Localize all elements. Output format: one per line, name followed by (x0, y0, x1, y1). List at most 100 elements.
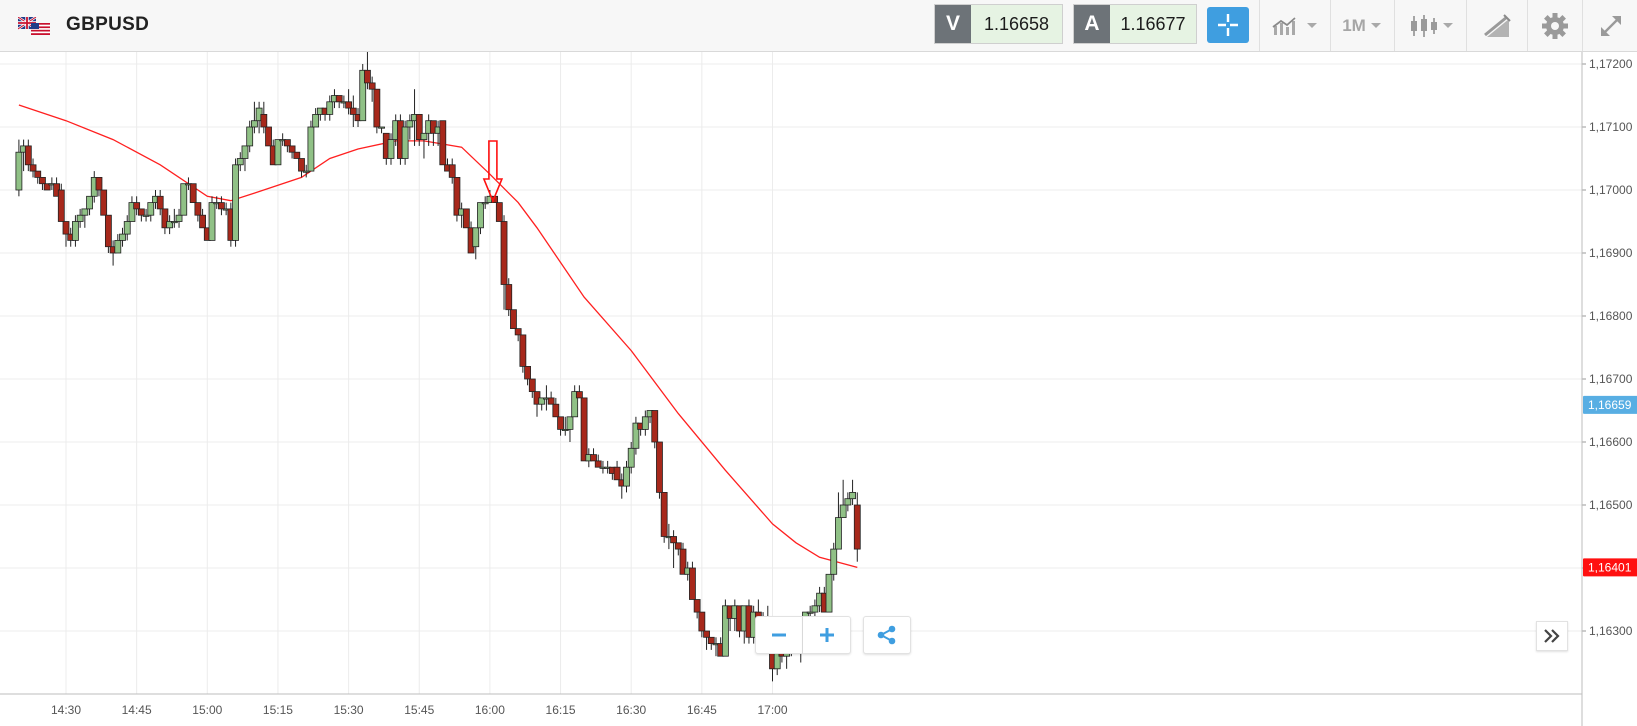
price-tick-label: 1,17200 (1589, 57, 1633, 71)
price-tick-label: 1,16800 (1589, 309, 1633, 323)
candle-body (835, 517, 842, 550)
candle-body (208, 202, 216, 241)
candle-body (180, 183, 188, 216)
candle-bearish (495, 202, 503, 222)
candle-body (656, 441, 663, 493)
candle-bullish (119, 227, 126, 247)
zoom-out-button[interactable] (755, 616, 803, 654)
candle-bearish (43, 183, 51, 191)
candle-body (72, 221, 79, 241)
candle-bearish (656, 441, 663, 499)
scroll-to-latest-button[interactable] (1536, 621, 1568, 651)
zoom-in-button[interactable] (803, 616, 851, 654)
chevron-down-icon (1442, 22, 1453, 28)
sell-quote-button[interactable]: V 1.16658 (934, 4, 1063, 44)
price-chart[interactable]: 14:30 14:45 15:00 15:15 15:30 15:45 16:00 16:15… (0, 52, 1637, 726)
candle-body (830, 548, 838, 575)
candle-body (359, 69, 367, 122)
candle-bullish (627, 442, 635, 474)
candlestick-type-icon (1410, 14, 1437, 37)
candle-body (133, 202, 141, 210)
candle-bullish (15, 139, 23, 197)
candle-bullish (232, 158, 239, 247)
minus-icon (772, 633, 786, 637)
candle-bearish (265, 126, 272, 147)
candle-body (194, 202, 202, 216)
candle-bullish (246, 120, 254, 153)
price-tick-label: 1,16700 (1589, 372, 1633, 386)
time-tick-label: 15:30 (334, 703, 364, 717)
candle-bearish (674, 542, 682, 556)
candle-bearish (505, 278, 513, 316)
candle-body (707, 636, 715, 644)
time-tick-label: 16:30 (616, 703, 646, 717)
candle-body (335, 95, 343, 103)
candle-bearish (137, 208, 145, 222)
candle-body (641, 416, 649, 430)
candle-body (29, 164, 37, 172)
fullscreen-icon (1600, 15, 1621, 36)
double-chevron-right-icon (1544, 629, 1560, 643)
candle-body (218, 202, 225, 210)
candle-bearish (500, 215, 508, 310)
candle-bullish (538, 397, 546, 411)
candle-bullish (250, 101, 258, 134)
candle-bullish (825, 573, 833, 613)
candle-body (505, 284, 513, 311)
candle-body (378, 126, 385, 129)
candle-body (236, 158, 244, 166)
candle-bearish (510, 309, 517, 330)
candle-body (100, 189, 108, 216)
candle-bearish (349, 95, 357, 127)
candle-body (373, 88, 381, 128)
candle-bullish (849, 479, 856, 505)
candle-bearish (853, 492, 861, 562)
candle-body (627, 447, 635, 468)
candle-body (283, 139, 291, 147)
drawing-tools-button[interactable] (1466, 0, 1527, 51)
candle-bullish (180, 183, 188, 216)
indicators-button[interactable] (1259, 0, 1330, 51)
candle-body (693, 599, 701, 613)
candle-body (703, 630, 710, 638)
price-tick-label: 1,16900 (1589, 246, 1633, 260)
candle-body (538, 397, 546, 405)
candle-body (170, 221, 178, 224)
crosshair-button[interactable] (1207, 7, 1249, 43)
crosshair-icon (1218, 14, 1238, 36)
candle-body (119, 233, 126, 241)
candle-body (811, 605, 819, 613)
chart-axes: 14:30 14:45 15:00 15:15 15:30 15:45 16:00 16:15… (0, 52, 1637, 726)
candle-bearish (693, 599, 701, 619)
candle-body (274, 139, 282, 166)
candle-body (166, 221, 174, 229)
candle-bullish (481, 196, 489, 209)
candle-bullish (420, 132, 428, 159)
timeframe-button[interactable]: 1M (1330, 0, 1394, 51)
candle-bullish (844, 492, 852, 512)
moving-average-line (18, 104, 858, 569)
chart-type-button[interactable] (1394, 0, 1466, 51)
candle-body (651, 410, 659, 443)
settings-button[interactable] (1527, 0, 1582, 51)
candle-bearish (670, 530, 677, 568)
candle-body (524, 365, 531, 380)
candle-bullish (274, 139, 282, 166)
candle-body (557, 416, 564, 430)
candle-bullish (81, 208, 89, 228)
candle-bullish (147, 202, 155, 222)
candle-bearish (161, 208, 169, 235)
share-button[interactable] (863, 616, 911, 654)
candle-body (547, 397, 555, 405)
candle-bearish (133, 196, 141, 216)
indicators-icon (1272, 16, 1296, 35)
candle-body (689, 567, 696, 600)
candle-body (528, 378, 536, 392)
buy-quote-button[interactable]: A 1.16677 (1073, 4, 1197, 44)
candle-bearish (34, 170, 42, 184)
candle-bullish (128, 196, 136, 222)
candle-bullish (302, 164, 310, 178)
candle-bullish (142, 208, 150, 222)
fullscreen-button[interactable] (1582, 0, 1637, 51)
candle-bearish (189, 183, 197, 203)
